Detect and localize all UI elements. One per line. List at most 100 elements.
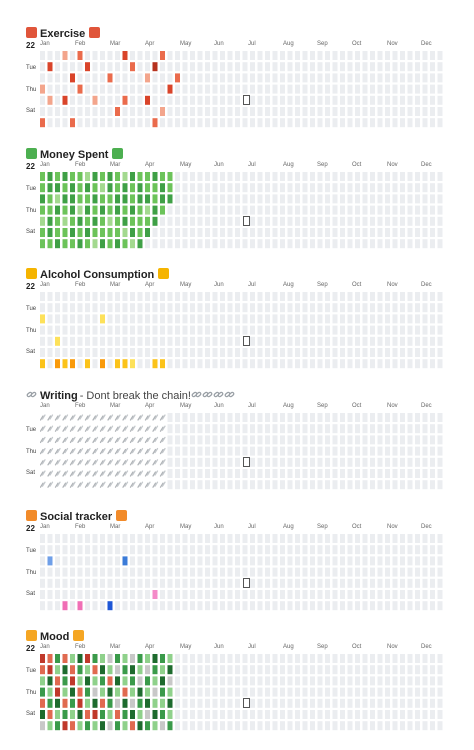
day-cell[interactable]	[197, 710, 203, 719]
day-cell[interactable]	[235, 51, 240, 60]
day-cell[interactable]	[377, 698, 383, 708]
day-cell[interactable]	[385, 601, 390, 611]
day-cell[interactable]	[47, 62, 53, 72]
day-cell[interactable]	[422, 194, 428, 204]
day-cell[interactable]	[295, 303, 300, 313]
day-cell[interactable]	[325, 84, 330, 94]
day-cell[interactable]	[205, 698, 210, 708]
day-cell[interactable]	[167, 698, 173, 708]
day-cell[interactable]	[167, 84, 173, 94]
day-cell[interactable]	[340, 601, 345, 611]
chain-link-icon[interactable]	[77, 459, 84, 466]
day-cell[interactable]	[107, 239, 113, 249]
day-cell[interactable]	[220, 590, 225, 599]
day-cell[interactable]	[220, 205, 225, 215]
day-cell[interactable]	[100, 590, 105, 599]
day-cell[interactable]	[355, 303, 360, 313]
day-cell[interactable]	[242, 721, 248, 731]
day-cell[interactable]	[242, 325, 248, 335]
day-cell[interactable]	[415, 172, 420, 181]
day-cell[interactable]	[355, 51, 360, 60]
day-cell[interactable]	[287, 578, 293, 588]
day-cell[interactable]	[302, 325, 308, 335]
day-cell[interactable]	[220, 424, 225, 434]
day-cell[interactable]	[257, 118, 263, 128]
day-cell[interactable]	[370, 62, 375, 72]
day-cell[interactable]	[182, 590, 188, 599]
chain-link-icon[interactable]	[114, 459, 121, 466]
day-cell[interactable]	[242, 84, 248, 94]
day-cell[interactable]	[62, 590, 68, 599]
day-cell[interactable]	[437, 107, 443, 116]
day-cell[interactable]	[77, 545, 83, 555]
day-cell[interactable]	[220, 721, 225, 731]
day-cell[interactable]	[370, 457, 375, 467]
day-cell[interactable]	[175, 228, 180, 237]
day-cell[interactable]	[362, 698, 368, 708]
day-cell[interactable]	[385, 665, 390, 675]
day-cell[interactable]	[167, 194, 173, 204]
day-cell[interactable]	[325, 654, 330, 663]
day-cell[interactable]	[302, 239, 308, 249]
day-cell[interactable]	[70, 205, 75, 215]
day-cell[interactable]	[295, 698, 300, 708]
day-cell[interactable]	[197, 480, 203, 490]
day-cell[interactable]	[272, 556, 278, 566]
day-cell[interactable]	[85, 84, 90, 94]
day-cell[interactable]	[92, 205, 98, 215]
day-cell[interactable]	[280, 590, 285, 599]
day-cell[interactable]	[422, 95, 428, 105]
day-cell[interactable]	[400, 435, 405, 445]
chain-link-icon[interactable]	[137, 481, 144, 488]
day-cell[interactable]	[302, 183, 308, 193]
day-cell[interactable]	[385, 172, 390, 181]
day-cell[interactable]	[332, 303, 338, 313]
day-cell[interactable]	[370, 325, 375, 335]
chain-link-icon[interactable]	[152, 459, 159, 466]
day-cell[interactable]	[250, 292, 255, 301]
day-cell[interactable]	[407, 239, 413, 249]
day-cell[interactable]	[212, 183, 218, 193]
chain-link-icon[interactable]	[54, 436, 61, 444]
day-cell[interactable]	[152, 665, 158, 675]
day-cell[interactable]	[257, 239, 263, 249]
day-cell[interactable]	[347, 413, 353, 422]
day-cell[interactable]	[77, 216, 83, 226]
day-cell[interactable]	[355, 469, 360, 478]
day-cell[interactable]	[197, 303, 203, 313]
day-cell[interactable]	[340, 228, 345, 237]
day-cell[interactable]	[40, 314, 45, 324]
day-cell[interactable]	[122, 567, 128, 577]
day-cell[interactable]	[40, 654, 45, 663]
day-cell[interactable]	[302, 336, 308, 346]
day-cell[interactable]	[362, 348, 368, 357]
day-cell[interactable]	[272, 469, 278, 478]
day-cell[interactable]	[302, 578, 308, 588]
day-cell[interactable]	[407, 51, 413, 60]
day-cell[interactable]	[310, 314, 315, 324]
day-cell[interactable]	[115, 359, 120, 369]
chain-link-icon[interactable]	[99, 425, 106, 432]
day-cell[interactable]	[310, 205, 315, 215]
day-cell[interactable]	[62, 228, 68, 237]
day-cell[interactable]	[92, 348, 98, 357]
day-cell[interactable]	[100, 183, 105, 193]
day-cell[interactable]	[100, 314, 105, 324]
day-cell[interactable]	[122, 676, 128, 686]
day-cell[interactable]	[362, 84, 368, 94]
day-cell[interactable]	[122, 545, 128, 555]
day-cell[interactable]	[340, 469, 345, 478]
day-cell[interactable]	[145, 654, 150, 663]
day-cell[interactable]	[250, 556, 255, 566]
day-cell[interactable]	[137, 172, 143, 181]
day-cell[interactable]	[317, 601, 323, 611]
day-cell[interactable]	[92, 194, 98, 204]
day-cell[interactable]	[205, 73, 210, 83]
chain-link-icon[interactable]	[84, 436, 91, 444]
day-cell[interactable]	[430, 545, 435, 555]
day-cell[interactable]	[107, 359, 113, 369]
day-cell[interactable]	[190, 216, 195, 226]
day-cell[interactable]	[92, 84, 98, 94]
day-cell[interactable]	[145, 601, 150, 611]
day-cell[interactable]	[302, 314, 308, 324]
